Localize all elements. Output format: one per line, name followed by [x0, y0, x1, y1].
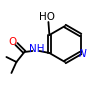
Text: HO: HO [39, 12, 55, 22]
Text: N: N [79, 49, 87, 59]
Text: NH: NH [29, 44, 44, 55]
Text: O: O [8, 37, 17, 47]
